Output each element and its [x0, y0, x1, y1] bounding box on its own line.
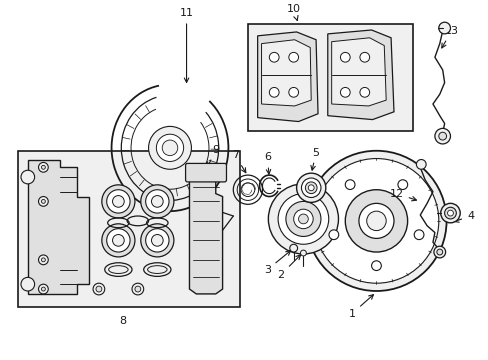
- Circle shape: [93, 283, 104, 295]
- Text: 2: 2: [277, 255, 300, 280]
- Circle shape: [444, 207, 455, 219]
- Circle shape: [288, 87, 298, 97]
- Circle shape: [96, 286, 102, 292]
- Text: 12: 12: [389, 189, 416, 201]
- Circle shape: [438, 132, 446, 140]
- Circle shape: [145, 190, 169, 213]
- Text: 10: 10: [286, 4, 300, 21]
- Circle shape: [413, 230, 423, 240]
- Circle shape: [416, 159, 425, 169]
- Circle shape: [135, 286, 141, 292]
- Bar: [247, 24, 413, 131]
- Polygon shape: [331, 38, 386, 106]
- Circle shape: [141, 224, 174, 257]
- Circle shape: [397, 180, 407, 189]
- Circle shape: [132, 283, 143, 295]
- Circle shape: [106, 190, 130, 213]
- Circle shape: [328, 230, 338, 240]
- Circle shape: [102, 185, 135, 218]
- Circle shape: [301, 178, 320, 198]
- Circle shape: [106, 229, 130, 252]
- Circle shape: [371, 261, 381, 271]
- Circle shape: [340, 87, 349, 97]
- Circle shape: [41, 287, 45, 291]
- Polygon shape: [189, 170, 222, 294]
- Text: 13: 13: [441, 26, 458, 48]
- Circle shape: [39, 162, 48, 172]
- Circle shape: [21, 277, 35, 291]
- Circle shape: [41, 165, 45, 169]
- Circle shape: [366, 211, 386, 231]
- Polygon shape: [257, 32, 317, 122]
- Circle shape: [358, 203, 393, 238]
- Bar: [18, 151, 240, 307]
- Circle shape: [145, 229, 169, 252]
- Circle shape: [313, 158, 438, 283]
- Circle shape: [162, 140, 178, 156]
- Circle shape: [112, 195, 124, 207]
- Circle shape: [285, 201, 320, 237]
- Circle shape: [300, 250, 305, 256]
- Circle shape: [141, 185, 174, 218]
- Circle shape: [151, 234, 163, 246]
- Circle shape: [345, 180, 354, 189]
- Text: 7: 7: [231, 150, 245, 173]
- Circle shape: [41, 258, 45, 262]
- Circle shape: [39, 255, 48, 265]
- Text: 5: 5: [310, 148, 319, 170]
- Circle shape: [307, 185, 313, 191]
- Text: 4: 4: [453, 211, 473, 222]
- Circle shape: [112, 234, 124, 246]
- Polygon shape: [261, 40, 310, 106]
- Circle shape: [21, 170, 35, 184]
- Circle shape: [438, 22, 449, 34]
- Circle shape: [39, 197, 48, 206]
- Polygon shape: [327, 30, 393, 120]
- Circle shape: [305, 151, 446, 291]
- Circle shape: [305, 182, 316, 194]
- Circle shape: [156, 134, 183, 162]
- Circle shape: [41, 199, 45, 203]
- Circle shape: [151, 195, 163, 207]
- Text: 3: 3: [264, 251, 290, 275]
- Text: 9: 9: [207, 145, 219, 167]
- Circle shape: [447, 210, 452, 216]
- Circle shape: [440, 203, 459, 223]
- Circle shape: [359, 87, 369, 97]
- Circle shape: [298, 214, 307, 224]
- Text: 1: 1: [348, 294, 373, 319]
- Circle shape: [345, 190, 407, 252]
- Circle shape: [269, 87, 279, 97]
- Circle shape: [278, 194, 328, 244]
- Text: 8: 8: [120, 316, 126, 326]
- Circle shape: [269, 53, 279, 62]
- Circle shape: [296, 173, 325, 202]
- Circle shape: [436, 249, 442, 255]
- Text: 6: 6: [264, 152, 270, 174]
- Polygon shape: [28, 161, 89, 294]
- Circle shape: [148, 126, 191, 169]
- Circle shape: [340, 53, 349, 62]
- Circle shape: [288, 53, 298, 62]
- FancyBboxPatch shape: [185, 163, 226, 182]
- Circle shape: [293, 209, 312, 229]
- Text: 11: 11: [179, 8, 193, 82]
- Circle shape: [39, 284, 48, 294]
- Circle shape: [434, 129, 449, 144]
- Circle shape: [289, 244, 297, 252]
- Circle shape: [433, 246, 445, 258]
- Circle shape: [359, 53, 369, 62]
- Circle shape: [268, 184, 338, 254]
- Circle shape: [102, 224, 135, 257]
